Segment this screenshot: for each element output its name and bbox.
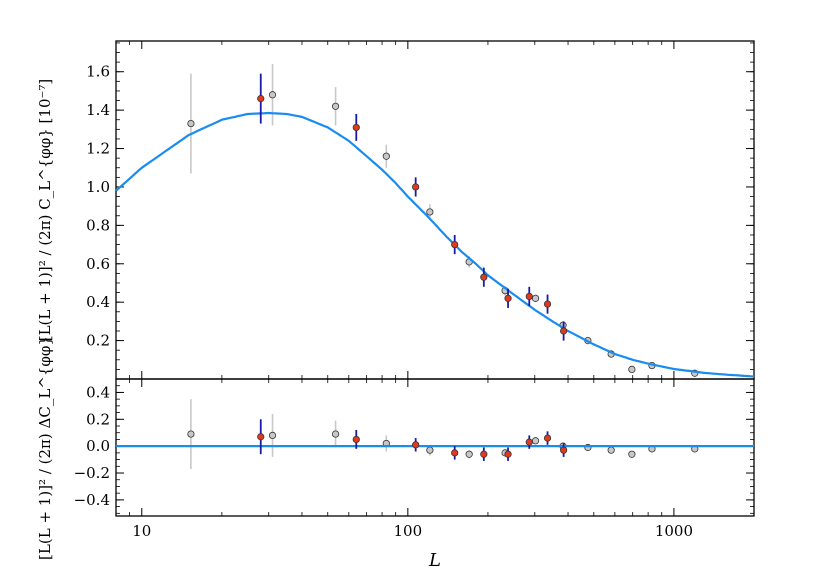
top-red-data-point [504, 294, 512, 302]
bottom-panel-y-tick-label: −0.2 [74, 464, 110, 482]
top-red-data-point [352, 123, 360, 132]
top-panel-y-tick-label: 1.2 [86, 140, 110, 158]
top-gray-data-point [268, 91, 277, 99]
bottom-gray-data-point [426, 446, 434, 454]
top-panel-y-tick-label: 1.4 [86, 101, 110, 119]
bottom-gray-data-point [628, 450, 636, 458]
bottom-red-data-point [525, 438, 533, 446]
top-panel-y-axis-label: [L(L + 1)]² / (2π) C_L^{φφ} [10⁻⁷] [36, 79, 54, 342]
bottom-red-data-point [412, 441, 420, 449]
top-panel-y-tick-label: 0.8 [86, 216, 110, 234]
bottom-red-data-point [560, 446, 568, 454]
bottom-gray-data-point [531, 437, 540, 445]
x-axis-ticks: 10 100 1000 [115, 41, 755, 540]
bottom-panel-y-tick-label: 0.4 [86, 383, 110, 401]
top-red-data-point [560, 327, 568, 335]
x-axis-label: L [428, 550, 441, 571]
top-panel-y-tick-label: 0.6 [86, 255, 110, 273]
bottom-panel-y-axis-label: [L(L + 1)]² / (2π) ΔC_L^{φφ} [36, 336, 54, 560]
bottom-gray-data-point [268, 431, 277, 440]
bottom-panel-y-tick-label: 0.0 [86, 437, 110, 455]
bottom-red-data-point [504, 450, 512, 458]
top-panel-y-ticks: 0.2 0.4 0.6 0.8 1.0 1.2 1.4 1.6 [86, 42, 754, 380]
bottom-panel-y-ticks: −0.4 −0.2 0.0 0.2 0.4 [74, 378, 754, 514]
bottom-red-data-point [451, 449, 459, 457]
top-gray-data-point [628, 365, 636, 373]
top-panel-y-tick-label: 0.4 [86, 293, 110, 311]
bottom-gray-data-point [607, 446, 615, 454]
top-gray-data-point [531, 294, 540, 302]
top-panel-y-tick-label: 0.2 [86, 332, 110, 350]
top-panel-series [115, 64, 755, 378]
top-panel-frame [115, 40, 755, 380]
bottom-red-data-point [480, 450, 488, 458]
top-gray-data-point [426, 208, 434, 216]
top-gray-data-point [382, 152, 390, 160]
top-red-data-point [412, 183, 420, 191]
x-tick-label: 10 [132, 522, 151, 540]
bottom-panel-series [116, 399, 754, 469]
bottom-red-data-point [257, 433, 265, 441]
bottom-red-data-point [543, 434, 552, 442]
top-gray-data-point [187, 119, 195, 128]
top-red-data-point [543, 300, 552, 308]
top-gray-data-point [331, 102, 340, 110]
x-tick-label: 1000 [655, 522, 693, 540]
bottom-gray-data-point [331, 430, 340, 438]
top-red-data-point [257, 95, 265, 103]
bottom-panel-y-tick-label: 0.2 [86, 410, 110, 428]
top-panel-y-tick-label: 1.0 [86, 178, 110, 196]
top-red-data-point [480, 273, 488, 281]
top-panel-y-tick-label: 1.6 [86, 63, 110, 81]
x-tick-label: 100 [394, 522, 423, 540]
top-red-data-point [451, 240, 459, 249]
bottom-panel-frame [115, 378, 755, 517]
bottom-gray-data-point [187, 430, 195, 438]
top-red-data-point [525, 292, 533, 301]
bottom-panel-y-tick-label: −0.4 [74, 491, 110, 509]
bottom-red-data-point [352, 435, 360, 444]
bottom-gray-data-point [465, 450, 473, 458]
top-model-curve [115, 111, 755, 378]
